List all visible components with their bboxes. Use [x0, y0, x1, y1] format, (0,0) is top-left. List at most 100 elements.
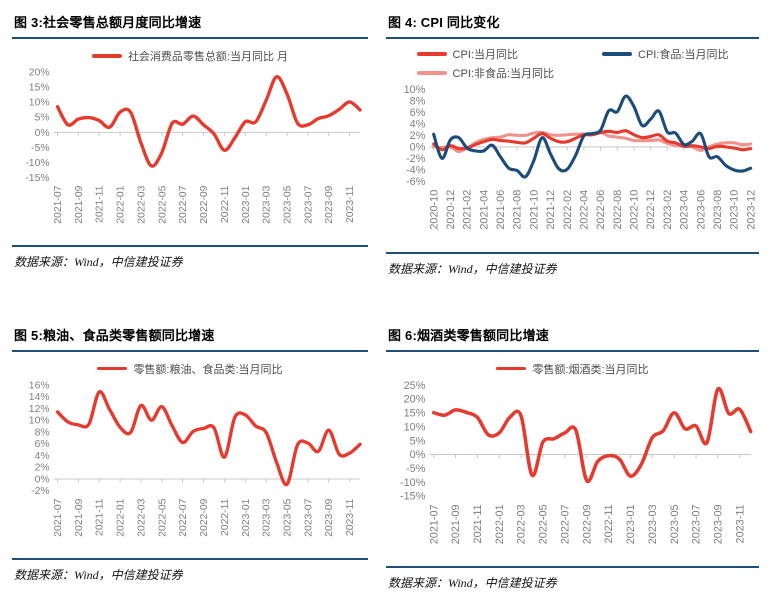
svg-text:2%: 2%: [35, 462, 50, 473]
svg-text:-4%: -4%: [406, 165, 426, 177]
svg-text:5%: 5%: [410, 435, 426, 447]
svg-text:2023-02: 2023-02: [662, 190, 674, 230]
svg-text:2%: 2%: [410, 130, 426, 142]
data-source-note: 数据来源：Wind，中信建投证券: [388, 576, 557, 591]
svg-text:2023-03: 2023-03: [647, 504, 659, 544]
chart-legend: CPI:当月同比 CPI:食品:当月同比 CPI:非食品:当月同比: [386, 46, 759, 81]
svg-text:2022-09: 2022-09: [199, 185, 210, 223]
svg-text:2023-09: 2023-09: [324, 498, 335, 536]
svg-text:2021-12: 2021-12: [545, 190, 557, 230]
svg-text:2023-11: 2023-11: [345, 185, 356, 223]
svg-text:2021-07: 2021-07: [428, 504, 440, 544]
svg-text:2021-11: 2021-11: [472, 504, 484, 543]
svg-text:2022-10: 2022-10: [629, 190, 641, 230]
svg-text:16%: 16%: [29, 380, 50, 391]
figure-title: 图 3:社会零售总额月度同比增速: [12, 10, 368, 39]
svg-text:15%: 15%: [404, 407, 426, 419]
line-marker-icon: [496, 366, 527, 371]
svg-text:6%: 6%: [35, 439, 50, 450]
legend-item: CPI:非食品:当月同比: [416, 65, 554, 81]
legend-label: 零售额:粮油、食品类:当月同比: [133, 363, 283, 376]
svg-text:-5%: -5%: [406, 463, 426, 475]
svg-text:25%: 25%: [404, 380, 426, 392]
source-divider: 数据来源：Wind，中信建投证券: [12, 557, 368, 583]
svg-text:2021-10: 2021-10: [528, 190, 540, 230]
svg-text:2022-05: 2022-05: [157, 185, 168, 223]
svg-text:10%: 10%: [404, 84, 426, 96]
data-source-note: 数据来源：Wind，中信建投证券: [388, 261, 557, 276]
svg-text:2021-02: 2021-02: [462, 190, 474, 230]
svg-text:2022-02: 2022-02: [562, 190, 574, 230]
figure-cpi-yoy: 图 4: CPI 同比变化 CPI:当月同比 CPI:食品:当月同比 CPI:非…: [386, 10, 759, 277]
figure-retail-sales-total-yoy: 图 3:社会零售总额月度同比增速 社会消费品零售总额:当月同比 月 20% 15%…: [12, 10, 368, 277]
svg-text:2022-07: 2022-07: [178, 498, 189, 536]
svg-text:2022-03: 2022-03: [136, 185, 147, 223]
legend-item: 社会消费品零售总额:当月同比 月: [91, 48, 289, 64]
svg-text:2022-01: 2022-01: [116, 185, 127, 223]
legend-label: CPI:当月同比: [452, 49, 518, 61]
svg-text:20%: 20%: [29, 67, 50, 78]
line-marker-icon: [91, 54, 122, 58]
svg-text:2023-07: 2023-07: [303, 498, 314, 536]
svg-text:2021-09: 2021-09: [450, 504, 462, 544]
svg-text:2023-12: 2023-12: [745, 190, 757, 230]
svg-text:2021-11: 2021-11: [95, 185, 106, 223]
legend-label: 零售额:烟酒类:当月同比: [532, 363, 649, 376]
line-marker-icon: [602, 52, 632, 56]
svg-text:2022-03: 2022-03: [136, 498, 147, 536]
chart-legend: 零售额:粮油、食品类:当月同比: [12, 361, 368, 377]
svg-text:-2%: -2%: [406, 153, 426, 165]
svg-text:-5%: -5%: [31, 143, 49, 154]
svg-text:2022-01: 2022-01: [494, 504, 506, 544]
svg-text:2022-11: 2022-11: [220, 498, 231, 536]
svg-text:2023-09: 2023-09: [713, 504, 725, 544]
svg-text:4%: 4%: [35, 451, 50, 462]
line-chart: 10%8%6%4%2%0%-2%-4%-6%2020-10 2020-12 2021…: [404, 84, 758, 230]
chart-legend: 社会消费品零售总额:当月同比 月: [12, 48, 368, 64]
svg-text:8%: 8%: [35, 427, 50, 438]
svg-text:2023-07: 2023-07: [691, 504, 703, 544]
svg-text:2023-01: 2023-01: [241, 498, 252, 536]
figure-title: 图 4: CPI 同比变化: [386, 10, 759, 39]
svg-text:2021-04: 2021-04: [478, 190, 490, 230]
svg-text:2022-06: 2022-06: [595, 190, 607, 230]
svg-text:-10%: -10%: [400, 477, 426, 489]
figure-tobacco-alcohol-retail-yoy: 图 6:烟酒类零售额同比增速 零售额:烟酒类:当月同比 25% 20% 15% 10%…: [386, 323, 759, 591]
svg-text:2022-01: 2022-01: [116, 498, 127, 536]
svg-text:6%: 6%: [410, 107, 426, 119]
svg-text:2020-12: 2020-12: [445, 190, 457, 230]
svg-text:-6%: -6%: [406, 176, 426, 188]
svg-text:5%: 5%: [35, 113, 50, 124]
svg-text:2021-07: 2021-07: [53, 498, 64, 536]
svg-text:15%: 15%: [29, 82, 50, 93]
svg-text:2022-09: 2022-09: [581, 504, 593, 544]
svg-text:10%: 10%: [404, 421, 426, 433]
svg-text:2022-07: 2022-07: [178, 185, 189, 223]
svg-text:2023-06: 2023-06: [695, 190, 707, 230]
svg-text:2020-10: 2020-10: [428, 190, 440, 230]
svg-text:0%: 0%: [35, 128, 50, 139]
data-source-note: 数据来源：Wind，中信建投证券: [14, 567, 183, 582]
line-marker-icon: [97, 366, 128, 371]
figures-grid: 图 3:社会零售总额月度同比增速 社会消费品零售总额:当月同比 月 20% 15%…: [12, 10, 759, 591]
svg-text:2023-05: 2023-05: [283, 185, 294, 223]
svg-text:-10%: -10%: [25, 158, 49, 169]
source-divider: 数据来源：Wind，中信建投证券: [12, 245, 368, 270]
svg-text:2022-08: 2022-08: [612, 190, 624, 230]
svg-text:2021-09: 2021-09: [74, 185, 85, 223]
line-chart: 16%14%12%10%8%6%4%2%0%-2% 2021-07 2021-09 2…: [29, 380, 362, 536]
legend-label: 社会消费品零售总额:当月同比 月: [127, 51, 289, 63]
svg-text:2022-03: 2022-03: [516, 504, 528, 544]
chart-legend: 零售额:烟酒类:当月同比: [386, 361, 759, 377]
legend-item: CPI:当月同比: [416, 46, 554, 62]
svg-text:2023-09: 2023-09: [324, 185, 335, 223]
svg-text:10%: 10%: [29, 98, 50, 109]
legend-item: CPI:食品:当月同比: [602, 46, 728, 62]
svg-text:2021-06: 2021-06: [495, 190, 507, 230]
svg-text:0%: 0%: [410, 449, 426, 461]
svg-text:2021-09: 2021-09: [74, 498, 85, 536]
svg-text:-15%: -15%: [25, 173, 49, 184]
svg-text:2023-04: 2023-04: [679, 190, 691, 230]
line-chart: 25%20% 15% 10% 5% 0% -5% -10%-15%2021-07 2021-0…: [400, 380, 753, 544]
svg-text:2023-01: 2023-01: [625, 504, 637, 544]
